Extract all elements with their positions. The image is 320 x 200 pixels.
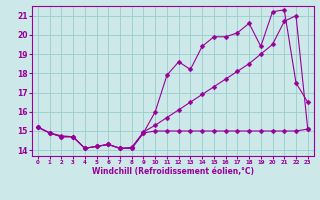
- X-axis label: Windchill (Refroidissement éolien,°C): Windchill (Refroidissement éolien,°C): [92, 167, 254, 176]
